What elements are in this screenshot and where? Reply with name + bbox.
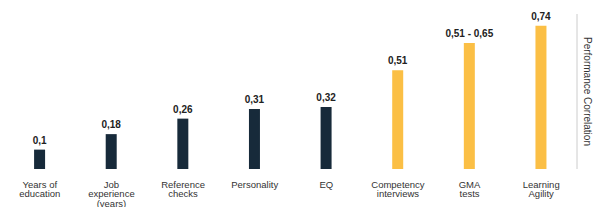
svg-text:Competencyinterviews: Competencyinterviews	[371, 179, 425, 200]
svg-text:Personality: Personality	[231, 179, 278, 190]
svg-text:0,31: 0,31	[245, 94, 265, 105]
svg-text:EQ: EQ	[319, 179, 333, 190]
svg-text:0,51: 0,51	[388, 55, 408, 66]
svg-text:GMAtests: GMAtests	[459, 179, 481, 200]
svg-text:Performance Correlation: Performance Correlation	[582, 37, 593, 146]
svg-text:0,18: 0,18	[101, 119, 121, 130]
svg-text:Referencechecks: Referencechecks	[161, 179, 205, 200]
svg-text:0,32: 0,32	[316, 92, 336, 103]
svg-text:Jobexperience(years): Jobexperience(years)	[88, 179, 134, 207]
svg-text:Years ofeducation: Years ofeducation	[19, 179, 60, 200]
svg-text:0,26: 0,26	[173, 104, 193, 115]
svg-text:0,1: 0,1	[33, 135, 47, 146]
svg-text:0,51 - 0,65: 0,51 - 0,65	[445, 28, 493, 39]
svg-text:LearningAgility: LearningAgility	[523, 179, 560, 200]
svg-text:0,74: 0,74	[531, 11, 551, 22]
